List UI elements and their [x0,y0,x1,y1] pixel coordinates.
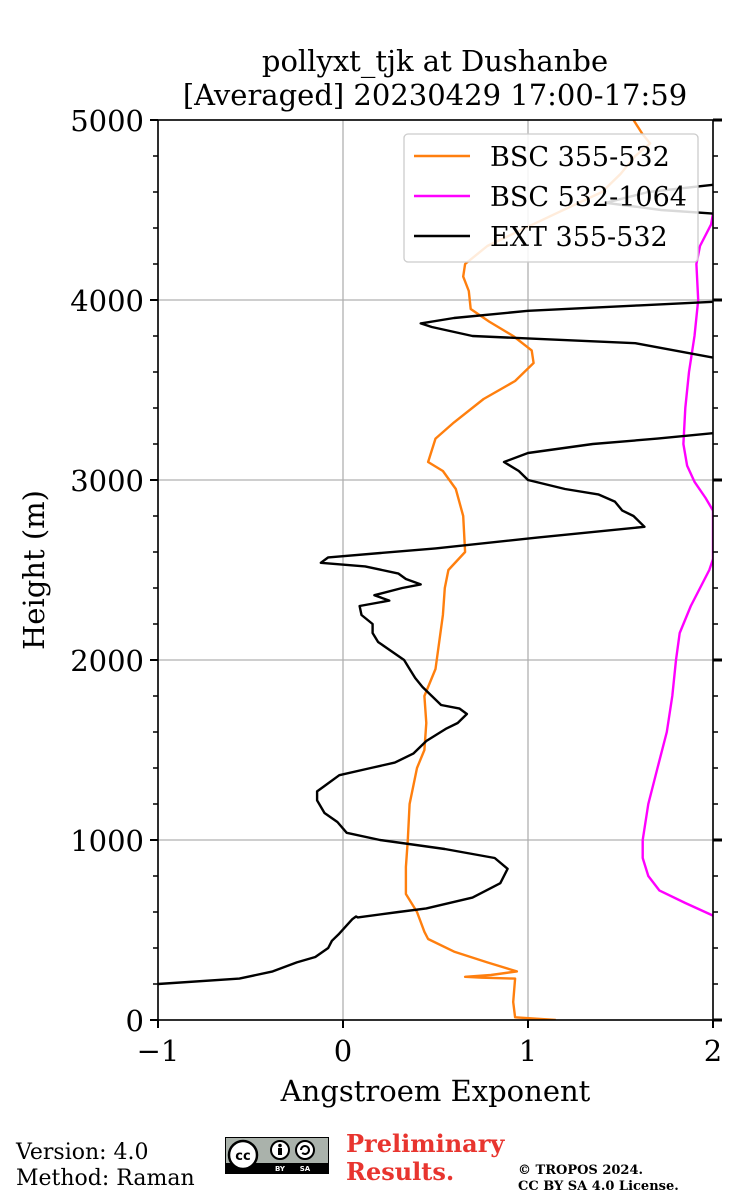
chart-title-line-1: pollyxt_tjk at Dushanbe [261,44,609,78]
x-tick-label: −1 [137,1034,180,1068]
copyright-note: © TROPOS 2024. CC BY SA 4.0 License. [518,1163,679,1195]
y-tick-label: 2000 [70,644,144,678]
svg-text:SA: SA [300,1165,311,1173]
method-label: Method: Raman [16,1166,195,1191]
preliminary-line-2: Results. [346,1157,455,1186]
preliminary-line-1: Preliminary [346,1129,505,1158]
svg-text:cc: cc [235,1149,250,1164]
plot-frame [157,119,714,1021]
series-line-bsc-355-532 [404,120,652,1020]
svg-text:BY: BY [275,1165,286,1173]
x-tick-label: 0 [334,1034,352,1068]
x-tick-label: 2 [704,1034,722,1068]
legend-box [403,133,699,263]
cc-by-sa-icon: cc BY SA [225,1137,329,1174]
series-line-ext-355-532 [158,432,713,986]
y-tick-label: 4000 [70,284,144,318]
y-tick-label: 1000 [70,824,144,858]
legend-label: EXT 355-532 [490,222,668,253]
series-line-bsc-532-1064 [641,213,713,917]
y-tick-label: 5000 [70,104,144,138]
x-axis-label: Angstroem Exponent [280,1074,591,1108]
copyright-line-2: CC BY SA 4.0 License. [518,1179,679,1194]
y-tick-label: 0 [126,1004,144,1038]
version-label: Version: 4.0 [16,1140,149,1165]
preliminary-results-note: Preliminary Results. [346,1130,504,1186]
chart-title: pollyxt_tjk at Dushanbe [Averaged] 20230… [100,44,750,112]
legend-label: BSC 532-1064 [490,182,687,213]
x-tick-label: 1 [519,1034,537,1068]
series-line-ext-355-532-upper-segment [419,300,713,359]
legend-label: BSC 355-532 [490,142,670,173]
copyright-line-1: © TROPOS 2024. [518,1163,644,1178]
y-axis-label: Height (m) [17,490,51,650]
y-tick-label: 3000 [70,464,144,498]
chart-title-line-2: [Averaged] 20230429 17:00-17:59 [182,78,688,112]
